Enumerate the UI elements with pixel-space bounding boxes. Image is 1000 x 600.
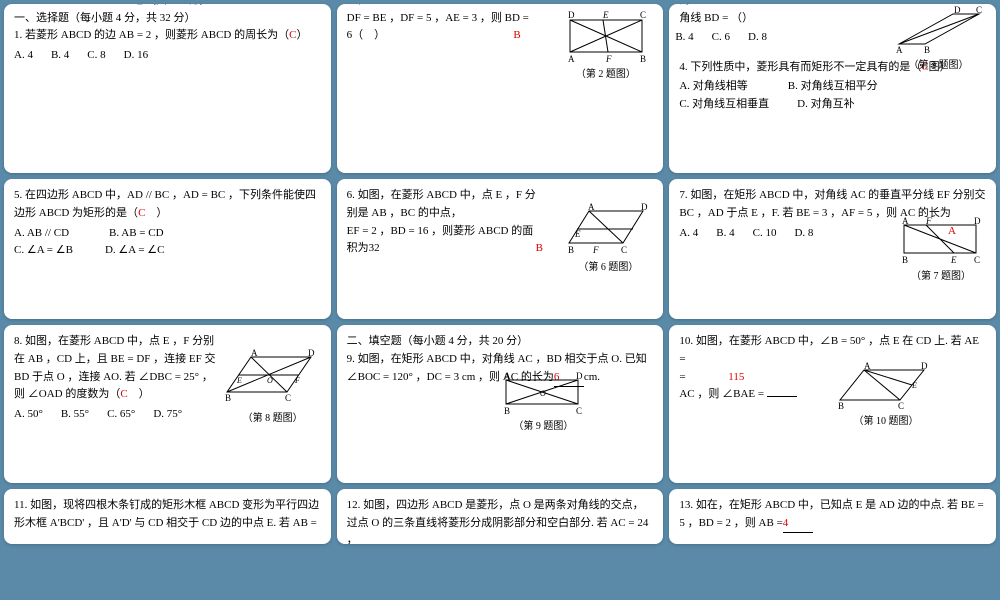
svg-text:E: E xyxy=(236,376,242,385)
q6-l2: EF = 2 ，BD = 16 ，则菱形 ABCD 的面积为B32 xyxy=(347,223,543,258)
q4-opts: A. 对角线相等B. 对角线互相平分 C. 对角线互相垂直D. 对角互补 xyxy=(679,78,986,113)
card-6: 6. 如图，在菱形 ABCD 中，点 E ，F 分别是 AB ，BC 的中点， … xyxy=(337,179,664,319)
q7-opts: A. 4B. 4C. 10D. 8 xyxy=(679,225,863,243)
svg-text:E: E xyxy=(602,10,609,20)
card-1: A 卷（共 100 分） 一、选择题（每小题 4 分，共 32 分） 1. 若菱… xyxy=(4,4,331,173)
svg-text:E: E xyxy=(950,255,957,265)
svg-text:F: F xyxy=(592,245,599,255)
q2-l2: DF = BE ，DF = 5 ，AE = 3 ，则 BD = B xyxy=(347,10,531,28)
fig-3: DC AB （第 3 题图） xyxy=(891,4,986,71)
rhombus-eof-icon: AD EOF BC xyxy=(223,347,323,407)
svg-text:B: B xyxy=(838,401,844,410)
fig6-cap: （第 6 题图） xyxy=(563,258,653,273)
q12-text: 12. 如图，四边形 ABCD 是菱形，点 O 是两条对角线的交点，过点 O 的… xyxy=(347,497,654,544)
card-8: 8. 如图，在菱形 ABCD 中，点 E ，F 分别在 AB ，CD 上，且 B… xyxy=(4,325,331,483)
q10-l1: 10. 如图，在菱形 ABCD 中，∠B = 50° ，点 E 在 CD 上. … xyxy=(679,333,986,368)
rect-diag-icon: D E C A F B xyxy=(558,8,653,63)
fig8-cap: （第 8 题图） xyxy=(223,409,323,424)
fig-6: AD BEFC （第 6 题图） xyxy=(563,201,653,273)
svg-text:C: C xyxy=(576,406,582,415)
fig-9: AD O BC （第 9 题图） xyxy=(498,370,588,432)
svg-text:B: B xyxy=(924,45,930,54)
fig-7: AFD BEC （第 7 题图） xyxy=(896,215,986,282)
card-12: 12. 如图，四边形 ABCD 是菱形，点 O 是两条对角线的交点，过点 O 的… xyxy=(337,489,664,544)
section-1: 一、选择题（每小题 4 分，共 32 分） xyxy=(14,10,321,28)
q2-tail: 6（ ） xyxy=(347,27,531,45)
rhombus-ac-icon: DC AB xyxy=(891,4,986,54)
rhombus-ae-icon: AD E BC xyxy=(836,360,936,410)
fig9-cap: （第 9 题图） xyxy=(498,417,588,432)
card-13: 13. 如在，在矩形 ABCD 中，已知点 E 是 AD 边的中点. 若 BE … xyxy=(669,489,996,544)
fig10-cap: （第 10 题图） xyxy=(836,412,936,427)
q5-text: 5. 在四边形 ABCD 中，AD // BC ，AD = BC ，下列条件能使… xyxy=(14,187,321,222)
q11-text: 11. 如图，现将四根木条钉成的矩形木框 ABCD 变形为平行四边形木框 A'B… xyxy=(14,497,321,532)
card-7: 7. 如图，在矩形 ABCD 中，对角线 AC 的垂直平分线 EF 分别交 BC… xyxy=(669,179,996,319)
rect-ef-icon: AFD BEC xyxy=(896,215,986,265)
svg-text:E: E xyxy=(574,229,581,239)
q1-opts: A. 4B. 4C. 8D. 16 xyxy=(14,47,321,65)
q13-text: 13. 如在，在矩形 ABCD 中，已知点 E 是 AD 边的中点. 若 BE … xyxy=(679,497,986,533)
q5-opts: A. AB // CDB. AB = CD C. ∠A = ∠BD. ∠A = … xyxy=(14,225,321,260)
svg-text:A: A xyxy=(568,54,575,63)
fig2-cap: （第 2 题图） xyxy=(558,65,653,80)
svg-text:C: C xyxy=(898,401,904,410)
rhombus-ef-icon: AD BEFC xyxy=(563,201,653,256)
q8-text: 8. 如图，在菱形 ABCD 中，点 E ，F 分别在 AB ，CD 上，且 B… xyxy=(14,333,223,403)
svg-text:F: F xyxy=(294,376,300,385)
card-11: 11. 如图，现将四根木条钉成的矩形木框 ABCD 变形为平行四边形木框 A'B… xyxy=(4,489,331,544)
q8-opts: A. 50°B. 55°C. 65°D. 75° xyxy=(14,406,223,424)
rect-o-icon: AD O BC xyxy=(498,370,588,415)
q10-l3: AC ，则 ∠BAE = xyxy=(679,386,986,404)
svg-text:O: O xyxy=(540,389,546,398)
card-10: 10. 如图，在菱形 ABCD 中，∠B = 50° ，点 E 在 CD 上. … xyxy=(669,325,996,483)
svg-text:E: E xyxy=(911,381,917,390)
svg-text:B: B xyxy=(504,406,510,415)
svg-text:D: D xyxy=(568,10,575,20)
svg-text:C: C xyxy=(974,255,980,265)
q3-opts: B. 4C. 6D. 8 xyxy=(675,29,863,47)
svg-text:C: C xyxy=(285,393,291,403)
card-2: 点， DF = BE ，DF = 5 ，AE = 3 ，则 BD = B 6（ … xyxy=(337,4,664,173)
svg-text:A: A xyxy=(896,45,903,54)
card-3: 对A 角线 BD = （） B. 4C. 6D. 8 4. 下列性质中，菱形具有… xyxy=(669,4,996,173)
fig3-cap: （第 3 题图） xyxy=(891,56,986,71)
svg-text:B: B xyxy=(640,54,646,63)
q6-l1: 6. 如图，在菱形 ABCD 中，点 E ，F 分别是 AB ，BC 的中点， xyxy=(347,187,543,222)
card-5: 5. 在四边形 ABCD 中，AD // BC ，AD = BC ，下列条件能使… xyxy=(4,179,331,319)
fig-8: AD EOF BC （第 8 题图） xyxy=(223,347,323,424)
q1-text: 1. 若菱形 ABCD 的边 AB = 2 ，则菱形 ABCD 的周长为（C） xyxy=(14,27,321,45)
svg-text:F: F xyxy=(605,54,612,63)
section-2: 二、填空题（每小题 4 分，共 20 分） xyxy=(347,333,654,351)
q3-l2: 角线 BD = （） xyxy=(679,10,863,28)
svg-text:B: B xyxy=(225,393,231,403)
fig-2: D E C A F B （第 2 题图） xyxy=(558,8,653,80)
svg-text:B: B xyxy=(902,255,908,265)
fig-10: AD E BC （第 10 题图） xyxy=(836,360,936,427)
q10-l2: = 115 xyxy=(679,369,986,387)
svg-text:C: C xyxy=(621,245,627,255)
svg-text:O: O xyxy=(267,376,273,385)
fig7-cap: （第 7 题图） xyxy=(896,267,986,282)
card-9: 二、填空题（每小题 4 分，共 20 分） 9. 如图，在矩形 ABCD 中，对… xyxy=(337,325,664,483)
svg-text:B: B xyxy=(568,245,574,255)
svg-text:C: C xyxy=(640,10,646,20)
